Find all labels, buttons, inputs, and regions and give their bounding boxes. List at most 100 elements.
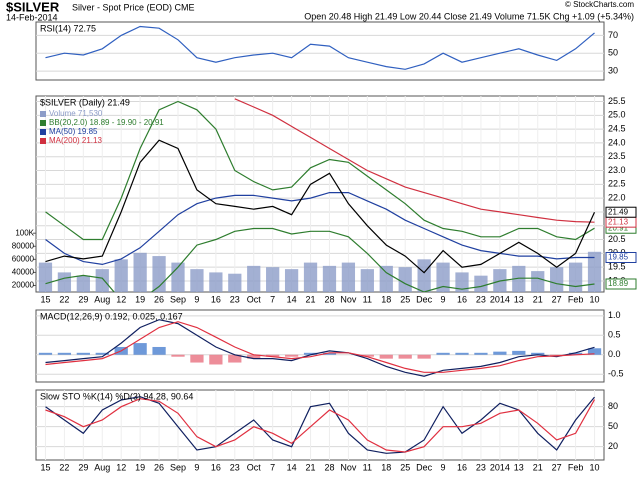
y-tick-label: 80 bbox=[608, 401, 618, 411]
bar bbox=[284, 354, 299, 357]
plot bbox=[38, 319, 602, 377]
legend-label: BB(20,2.0) 18.89 - 19.90 - 20.91 bbox=[49, 118, 164, 127]
bar bbox=[114, 259, 128, 292]
instrument-name: Silver - Spot Price (EOD) CME bbox=[72, 2, 195, 12]
x-tick-label: 29 bbox=[78, 462, 88, 472]
x-tick-label: 13 bbox=[514, 462, 524, 472]
line-series bbox=[45, 227, 595, 292]
last-value-label: 19.85 bbox=[608, 253, 629, 262]
bar bbox=[95, 352, 109, 355]
line-series bbox=[45, 319, 595, 377]
x-tick-label: 14 bbox=[287, 294, 297, 304]
x-tick-label: 13 bbox=[514, 294, 524, 304]
x-tick-label: 15 bbox=[40, 294, 50, 304]
legend-label: MA(50) 19.85 bbox=[49, 127, 98, 136]
plot bbox=[45, 25, 595, 70]
bar bbox=[133, 343, 147, 355]
bar bbox=[57, 352, 72, 355]
bar bbox=[360, 354, 374, 357]
x-tick-label: Sep bbox=[170, 462, 186, 472]
bar bbox=[379, 265, 393, 292]
line-series bbox=[45, 396, 595, 454]
x-tick-label: 9 bbox=[441, 462, 446, 472]
bar bbox=[57, 272, 72, 292]
last-value-box bbox=[605, 251, 637, 263]
last-value-label: 18.89 bbox=[608, 279, 629, 288]
x-tick-label: Sep bbox=[170, 294, 186, 304]
panel-title: MACD(12,26,9) 0.192, 0.025, 0.167 bbox=[40, 311, 183, 321]
legend-swatch bbox=[40, 138, 46, 144]
last-value-label: 20.91 bbox=[608, 223, 629, 232]
plot bbox=[38, 98, 602, 292]
bar bbox=[228, 354, 242, 363]
bar bbox=[76, 275, 90, 292]
x-tick-label: 9 bbox=[194, 462, 199, 472]
bar bbox=[531, 271, 545, 292]
legend-label: MA(200) 21.13 bbox=[49, 136, 102, 145]
y-tick-label: 1.0 bbox=[608, 310, 621, 320]
x-tick-label: 27 bbox=[552, 294, 562, 304]
bar bbox=[190, 354, 204, 363]
last-value-box bbox=[605, 206, 637, 218]
x-tick-label: 2014 bbox=[490, 462, 510, 472]
x-tick-label: Oct bbox=[247, 462, 262, 472]
bar bbox=[322, 352, 337, 355]
bar bbox=[266, 354, 280, 357]
legend-swatch bbox=[40, 120, 46, 126]
bar bbox=[76, 352, 90, 355]
bar bbox=[474, 275, 488, 292]
panel-title: Slow STO %K(14) %D(3) 94.28, 90.64 bbox=[40, 391, 193, 401]
bar bbox=[303, 262, 318, 292]
x-tick-label: 28 bbox=[324, 462, 334, 472]
x-tick-label: 26 bbox=[154, 294, 164, 304]
bar bbox=[436, 262, 450, 292]
plot bbox=[45, 396, 596, 454]
x-tick-label: 18 bbox=[381, 294, 391, 304]
x-tick-label: 21 bbox=[533, 294, 543, 304]
bar bbox=[228, 273, 242, 292]
bar bbox=[209, 272, 223, 292]
bar bbox=[171, 354, 185, 357]
legend-label: Volume 71,530 bbox=[49, 109, 103, 118]
x-tick-label: 25 bbox=[400, 462, 410, 472]
bar bbox=[95, 269, 109, 292]
credit: © StockCharts.com bbox=[565, 0, 634, 9]
line-series bbox=[45, 139, 596, 274]
y2-tick-label: 100K bbox=[15, 228, 34, 237]
bar bbox=[38, 352, 53, 355]
x-tick-label: 14 bbox=[287, 462, 297, 472]
bar bbox=[303, 352, 318, 355]
last-value-box bbox=[605, 278, 637, 290]
bar bbox=[550, 354, 564, 356]
panel bbox=[35, 309, 605, 383]
date: 14-Feb-2014 bbox=[6, 12, 58, 22]
x-tick-label: Nov bbox=[340, 294, 357, 304]
x-tick-label: 12 bbox=[116, 294, 126, 304]
y2-tick-label: 80000 bbox=[12, 241, 35, 250]
symbol: $SILVER bbox=[6, 0, 60, 14]
bar bbox=[266, 267, 280, 292]
y2-tick-label: 40000 bbox=[12, 268, 35, 277]
line-series bbox=[45, 100, 595, 241]
line-series bbox=[234, 98, 595, 223]
x-tick-label: Nov bbox=[340, 462, 357, 472]
bar bbox=[474, 352, 488, 355]
x-tick-label: 21 bbox=[306, 462, 316, 472]
y-tick-label: 20.5 bbox=[608, 234, 626, 244]
x-tick-label: 9 bbox=[194, 294, 199, 304]
y-tick-label: 22.0 bbox=[608, 193, 626, 203]
x-tick-label: Feb bbox=[568, 462, 584, 472]
bar bbox=[190, 269, 204, 292]
x-tick-label: 16 bbox=[457, 294, 467, 304]
x-tick-label: 15 bbox=[40, 462, 50, 472]
y-tick-label: 24.5 bbox=[608, 124, 626, 134]
last-value-label: 21.49 bbox=[608, 207, 629, 216]
bar bbox=[531, 352, 545, 355]
y-tick-label: 70 bbox=[608, 30, 618, 40]
bar bbox=[38, 262, 53, 292]
x-tick-label: 25 bbox=[400, 294, 410, 304]
y-tick-label: 20 bbox=[608, 441, 618, 451]
x-tick-label: 29 bbox=[78, 294, 88, 304]
bar bbox=[360, 269, 374, 292]
